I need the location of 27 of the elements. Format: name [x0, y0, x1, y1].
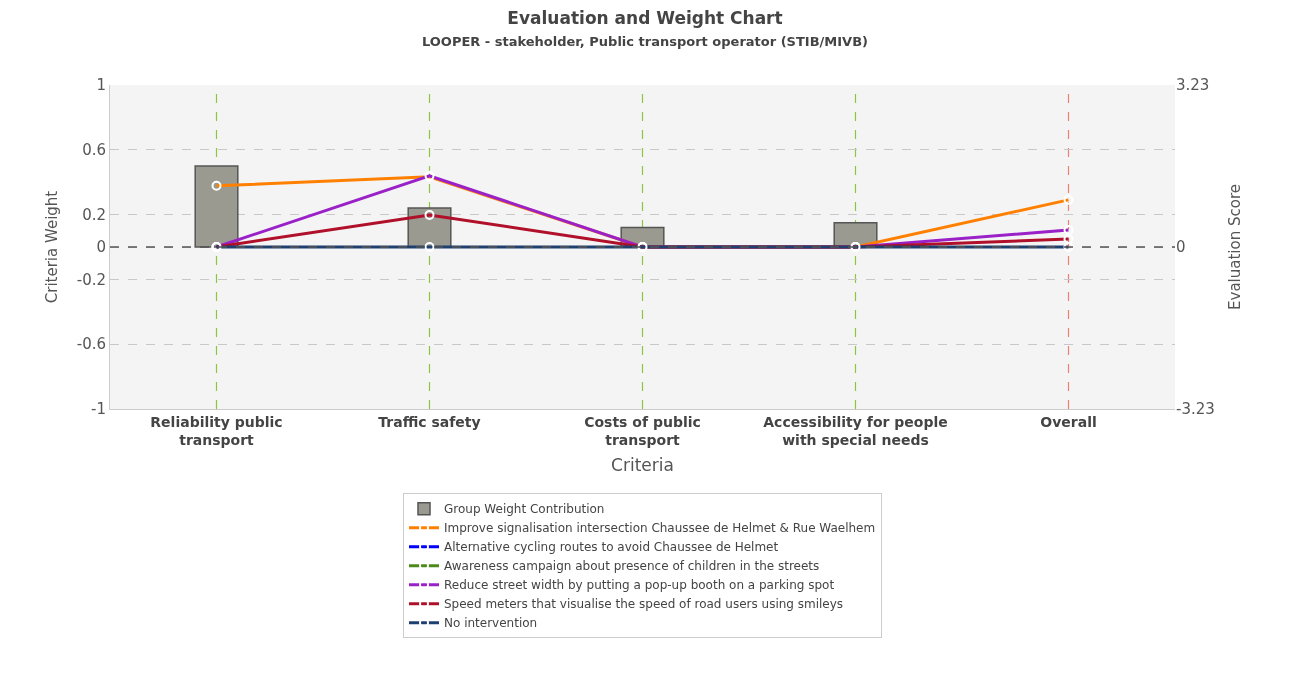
y-tick-label: 0	[96, 238, 106, 257]
chart-title: Evaluation and Weight Chart	[507, 7, 783, 28]
y-tick-label: -1	[91, 400, 106, 419]
y-tick-label: 0.6	[82, 141, 106, 160]
x-tick-label: Overall	[1040, 413, 1097, 430]
chart-subtitle: LOOPER - stakeholder, Public transport operator (STIB/MIVB)	[421, 33, 869, 49]
y-axis-title: Criteria Weight	[42, 190, 61, 304]
y2-tick-label: 3.23	[1176, 76, 1210, 95]
y-tick-label: -0.6	[76, 335, 106, 354]
y-tick-label: 0.2	[82, 205, 106, 224]
y2-tick-label: -3.23	[1176, 400, 1215, 419]
legend-label: Awareness campaign about presence of children in the streets	[444, 559, 820, 574]
y2-axis-title: Evaluation Score	[1225, 184, 1244, 310]
legend-label: Speed meters that visualise the speed of road users using smileys	[444, 597, 844, 612]
x-tick-label: Costs of public transport	[584, 413, 701, 448]
x-tick-label: Reliability public transport	[150, 413, 283, 448]
legend-label: Improve signalisation intersection Chaussee de Helmet & Rue Waelhem	[444, 521, 876, 536]
x-axis-title: Criteria	[611, 455, 674, 476]
y-tick-label: -0.2	[76, 270, 106, 289]
legend-label: Reduce street width by putting a pop-up booth on a parking spot	[444, 578, 835, 593]
x-tick-label: Accessibility for people with special needs	[763, 413, 948, 448]
x-tick-label: Traffic safety	[378, 413, 481, 430]
legend-label: Alternative cycling routes to avoid Chaussee de Helmet	[444, 540, 779, 555]
legend-label: No intervention	[444, 616, 538, 631]
y2-tick-label: 0	[1176, 238, 1186, 257]
y-tick-label: 1	[96, 76, 106, 95]
legend-label: Group Weight Contribution	[444, 502, 605, 517]
